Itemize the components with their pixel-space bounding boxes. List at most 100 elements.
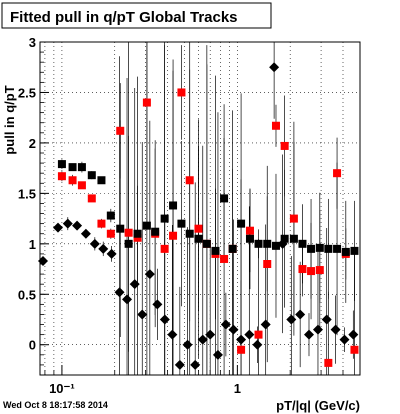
plot-frame bbox=[39, 41, 361, 376]
diamond-marker bbox=[80, 228, 91, 239]
square-marker bbox=[116, 224, 125, 233]
square-marker bbox=[280, 234, 289, 243]
diamond-marker bbox=[137, 309, 148, 320]
square-marker bbox=[271, 241, 280, 250]
diamond-marker bbox=[277, 238, 288, 249]
square-marker bbox=[298, 239, 307, 248]
square-marker bbox=[133, 229, 142, 238]
square-marker bbox=[169, 201, 178, 210]
square-marker bbox=[263, 260, 272, 268]
diamond-marker bbox=[220, 319, 231, 330]
y-tick-label: 0.5 bbox=[18, 287, 36, 302]
diamond-marker bbox=[152, 299, 163, 310]
diamond-marker bbox=[106, 248, 117, 259]
square-marker bbox=[124, 239, 133, 248]
diamond-marker bbox=[330, 324, 341, 335]
square-marker bbox=[271, 121, 280, 130]
y-axis: 0 0.5 1 1.5 2 2.5 3 bbox=[18, 35, 49, 376]
title-box bbox=[1, 2, 272, 29]
square-marker bbox=[87, 194, 96, 203]
diamond-marker bbox=[205, 329, 216, 340]
diamond-marker bbox=[122, 294, 133, 305]
square-marker bbox=[228, 244, 237, 253]
diamond-marker bbox=[252, 339, 263, 350]
error-bars bbox=[42, 42, 355, 375]
diamond-marker bbox=[190, 359, 201, 370]
square-marker bbox=[333, 169, 342, 178]
gridlines bbox=[40, 41, 361, 375]
square-marker bbox=[220, 194, 229, 203]
y-tick-label: 2.5 bbox=[18, 85, 36, 100]
diamond-marker bbox=[159, 314, 170, 325]
x-tick-label: 10⁻¹ bbox=[49, 381, 75, 396]
square-marker bbox=[68, 163, 77, 172]
square-marker bbox=[350, 345, 359, 354]
diamond-marker bbox=[312, 324, 323, 335]
square-marker bbox=[97, 176, 106, 185]
square-marker bbox=[185, 176, 194, 185]
diamond-marker bbox=[212, 349, 223, 360]
square-marker bbox=[116, 126, 125, 135]
square-marker bbox=[307, 244, 316, 253]
square-marker bbox=[315, 243, 324, 252]
x-axis-label: pT/|q| (GeV/c) bbox=[276, 398, 360, 413]
square-marker bbox=[289, 214, 298, 223]
diamond-marker bbox=[167, 329, 178, 340]
diamond-marker bbox=[339, 334, 350, 345]
square-marker bbox=[194, 224, 203, 233]
diamond-marker bbox=[129, 279, 140, 290]
square-marker bbox=[77, 163, 86, 172]
square-marker bbox=[245, 226, 254, 235]
square-marker bbox=[254, 330, 263, 339]
timestamp-footer: Wed Oct 8 18:17:58 2014 bbox=[3, 400, 108, 410]
square-marker bbox=[324, 244, 333, 253]
y-tick-label: 2 bbox=[29, 136, 36, 151]
diamond-marker bbox=[303, 329, 314, 340]
data-markers bbox=[37, 62, 359, 370]
diamond-marker bbox=[321, 314, 332, 325]
square-marker bbox=[333, 244, 342, 253]
diamond-marker bbox=[348, 329, 359, 340]
diamond-marker bbox=[244, 329, 255, 340]
square-marker bbox=[68, 176, 77, 185]
diamond-marker bbox=[72, 220, 83, 231]
square-marker bbox=[177, 219, 186, 228]
y-axis-label: pull in q/pT bbox=[2, 85, 17, 154]
x-axis: 10⁻¹ 1 bbox=[44, 365, 361, 396]
square-marker bbox=[77, 181, 86, 190]
square-marker bbox=[307, 267, 316, 276]
chart-title: Fitted pull in q/pT Global Tracks bbox=[10, 9, 238, 26]
square-marker bbox=[298, 265, 307, 274]
square-marker bbox=[237, 345, 246, 354]
diamond-marker bbox=[144, 269, 155, 280]
square-marker bbox=[124, 228, 133, 237]
diamond-marker bbox=[98, 243, 109, 254]
diamond-marker bbox=[236, 334, 247, 345]
square-marker bbox=[177, 88, 186, 97]
square-marker bbox=[57, 172, 66, 181]
square-marker bbox=[142, 221, 151, 230]
x-tick-label: 1 bbox=[234, 381, 241, 396]
square-marker bbox=[185, 229, 194, 238]
diamond-marker bbox=[174, 359, 185, 370]
diamond-marker bbox=[62, 218, 73, 229]
y-tick-label: 0 bbox=[29, 338, 36, 353]
diamond-marker bbox=[286, 314, 297, 325]
square-marker bbox=[133, 233, 142, 242]
diamond-marker bbox=[228, 324, 239, 335]
diamond-marker bbox=[89, 238, 100, 249]
square-marker bbox=[106, 211, 115, 220]
diamond-marker bbox=[37, 255, 48, 266]
square-marker bbox=[97, 219, 106, 228]
square-marker bbox=[160, 244, 169, 253]
square-marker bbox=[350, 246, 359, 255]
square-marker bbox=[160, 214, 169, 223]
square-marker bbox=[57, 160, 66, 169]
square-marker bbox=[254, 239, 263, 248]
square-marker bbox=[245, 234, 254, 243]
diamond-marker bbox=[260, 319, 271, 330]
square-marker bbox=[142, 98, 151, 107]
square-marker bbox=[280, 141, 289, 150]
diamond-marker bbox=[197, 334, 208, 345]
